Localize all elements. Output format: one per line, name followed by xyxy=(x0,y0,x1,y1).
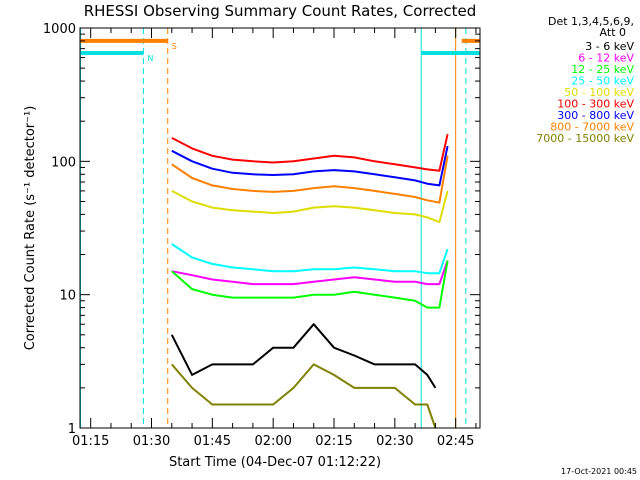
series-line xyxy=(171,260,449,286)
y-tick-label: 1000 xyxy=(43,22,76,37)
legend-entry: 25 - 50 keV xyxy=(571,75,634,88)
series-line xyxy=(171,243,449,275)
series-line xyxy=(171,190,449,224)
legend-entry: 800 - 7000 keV xyxy=(550,121,634,134)
x-tick-label: 02:00 xyxy=(254,434,291,449)
y-tick-label: 10 xyxy=(59,289,76,304)
legend-entry: 6 - 12 keV xyxy=(578,52,634,65)
legend-header-line2: Att 0 xyxy=(600,26,626,39)
series-line xyxy=(171,155,449,204)
plot-frame xyxy=(79,27,481,429)
legend-entry: 50 - 100 keV xyxy=(564,86,634,99)
data-series xyxy=(170,133,449,429)
x-tick-label: 02:15 xyxy=(315,434,352,449)
series-line xyxy=(170,323,437,389)
series-line xyxy=(171,145,449,187)
legend-entry: 300 - 800 keV xyxy=(557,109,634,122)
annotation-bars: NS xyxy=(80,38,480,63)
legend-entry: 7000 - 15000 keV xyxy=(536,132,634,145)
annotation-label: S xyxy=(172,42,177,51)
x-tick-label: 01:45 xyxy=(194,434,231,449)
chart-title: RHESSI Observing Summary Count Rates, Co… xyxy=(84,2,477,20)
x-tick-label: 02:45 xyxy=(437,434,474,449)
y-tick-label: 100 xyxy=(51,155,76,170)
x-tick-label: 01:15 xyxy=(72,434,109,449)
x-tick-label: 01:30 xyxy=(133,434,170,449)
vertical-markers xyxy=(80,28,467,428)
legend-entry: 12 - 25 keV xyxy=(571,63,634,76)
y-tick-label: 1 xyxy=(68,422,76,437)
annotation-label: N xyxy=(147,54,153,63)
series-line xyxy=(171,133,449,172)
series-line xyxy=(171,363,437,429)
x-tick-label: 02:30 xyxy=(376,434,413,449)
footer-timestamp: 17-Oct-2021 00:45 xyxy=(561,467,637,476)
series-line xyxy=(171,260,449,309)
axes: 01:15 01:30 01:45 02:00 02:15 02:30 02:45 1 10 10… xyxy=(43,22,480,449)
x-axis-label: Start Time (04-Dec-07 01:12:22) xyxy=(169,455,381,470)
legend-entry: 100 - 300 keV xyxy=(557,98,634,111)
legend-header-line1: Det 1,3,4,5,6,9, xyxy=(548,15,634,28)
legend-entry: 3 - 6 keV xyxy=(585,40,634,53)
y-axis-label: Corrected Count Rate (s⁻¹ detector⁻¹) xyxy=(23,106,38,351)
